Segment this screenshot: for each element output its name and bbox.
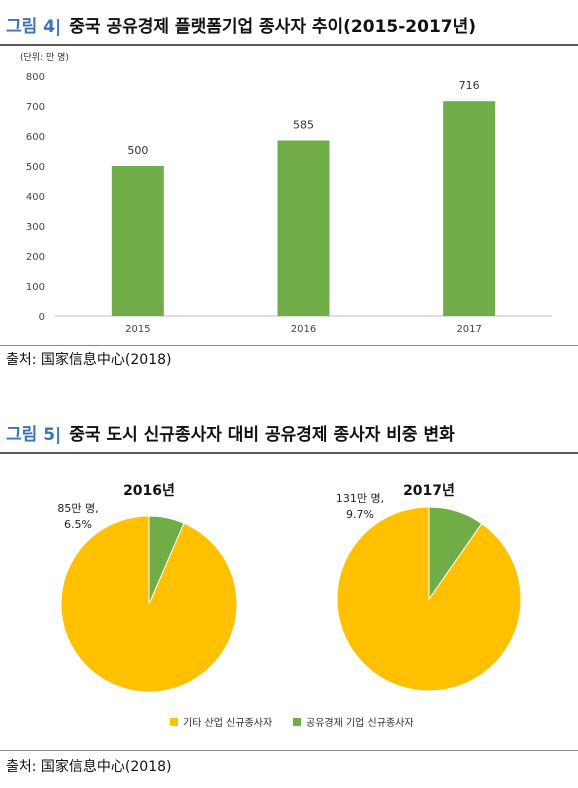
legend: 기타 산업 신규종사자 공유경제 기업 신규종사자 <box>170 716 414 729</box>
pie-title: 2016년 <box>123 483 175 499</box>
legend-swatch <box>170 718 178 726</box>
pie-title: 2017년 <box>403 483 455 499</box>
legend-label: 기타 산업 신규종사자 <box>183 716 272 729</box>
y-tick-label: 700 <box>26 102 45 113</box>
x-tick-label: 2015 <box>125 324 150 335</box>
pie-slice-sharing <box>148 515 185 605</box>
y-axis-ticks: 0 100 200 300 400 500 600 700 800 <box>26 72 45 323</box>
figure5-bottom-rule <box>0 750 578 751</box>
figure4-title: 그림 4| 중국 공유경제 플랫폼기업 종사자 추이(2015-2017년) <box>6 14 476 40</box>
bar-2017 <box>443 101 496 316</box>
figure5-title-text: 중국 도시 신규종사자 대비 공유경제 종사자 비중 변화 <box>69 425 455 445</box>
x-tick-label: 2016 <box>291 324 316 335</box>
figure4-number: 그림 4| <box>6 17 62 37</box>
figure4-source: 출처: 国家信息中心(2018) <box>6 352 172 368</box>
bar-chart: (단위: 만 명) 0 100 200 300 400 500 600 700 800 500 2… <box>20 52 552 335</box>
data-label: 585 <box>293 119 314 132</box>
pie-annotation: 85만 명, <box>57 502 98 515</box>
data-label: 500 <box>127 144 148 157</box>
y-tick-label: 200 <box>26 252 45 263</box>
x-tick-label: 2017 <box>456 324 481 335</box>
figure5-source: 출처: 国家信息中心(2018) <box>6 759 172 775</box>
pie-slice-other <box>336 506 522 692</box>
y-tick-label: 100 <box>26 282 45 293</box>
pie-annotation: 6.5% <box>64 518 92 531</box>
legend-label: 공유경제 기업 신규종사자 <box>306 716 414 729</box>
data-label: 716 <box>459 79 480 92</box>
y-tick-label: 500 <box>26 162 45 173</box>
pie-chart-2016: 2016년 85만 명, 6.5% <box>57 483 238 693</box>
y-tick-label: 600 <box>26 132 45 143</box>
figure4-title-text: 중국 공유경제 플랫폼기업 종사자 추이(2015-2017년) <box>69 17 477 37</box>
pie-annotation: 131만 명, <box>336 492 384 505</box>
pie-chart-2017: 2017년 131만 명, 9.7% <box>336 483 522 692</box>
pie-slice-sharing <box>428 506 483 601</box>
figure4-top-rule <box>0 44 578 46</box>
y-tick-label: 400 <box>26 192 45 203</box>
y-tick-label: 300 <box>26 222 45 233</box>
figure5-top-rule <box>0 452 578 454</box>
pie-charts: 2016년 85만 명, 6.5% 2017년 131만 명, 9.7% 기타 산업 신… <box>57 483 522 729</box>
bar-marks: 500 2015 585 2016 716 2017 <box>111 79 496 335</box>
y-tick-label: 0 <box>39 312 45 323</box>
bar-2015 <box>111 166 164 316</box>
pie-annotation: 9.7% <box>346 508 374 521</box>
figure5-title: 그림 5| 중국 도시 신규종사자 대비 공유경제 종사자 비중 변화 <box>6 422 455 448</box>
figure4-bottom-rule <box>0 345 578 346</box>
figure5-number: 그림 5| <box>6 425 62 445</box>
bar-2016 <box>277 140 330 316</box>
y-tick-label: 800 <box>26 72 45 83</box>
unit-label: (단위: 만 명) <box>20 52 69 63</box>
legend-swatch <box>293 718 301 726</box>
